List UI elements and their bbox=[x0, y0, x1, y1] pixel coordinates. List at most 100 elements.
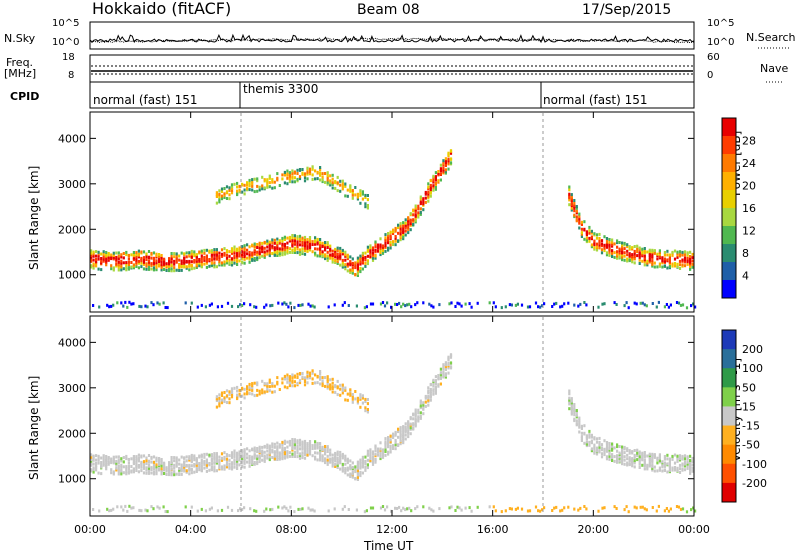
velocity-echo-cell bbox=[223, 396, 226, 400]
power-echo-cell bbox=[336, 175, 339, 179]
velocity-echo-cell bbox=[399, 428, 402, 432]
power-echo-cell bbox=[449, 157, 453, 161]
velocity-echo-cell bbox=[158, 506, 161, 510]
velocity-echo-cell bbox=[135, 461, 138, 465]
velocity-echo-cell bbox=[298, 441, 302, 445]
nsky-panel-frame bbox=[89, 21, 695, 50]
velocity-echo-cell bbox=[344, 457, 347, 461]
velocity-echo-cell bbox=[366, 466, 369, 470]
velocity-echo-cell bbox=[409, 422, 412, 426]
power-echo-cell bbox=[210, 249, 213, 253]
velocity-echo-cell bbox=[588, 443, 591, 447]
power-echo-cell bbox=[402, 235, 405, 239]
power-echo-cell bbox=[402, 224, 405, 228]
power-echo-cell bbox=[447, 162, 450, 166]
velocity-echo-cell bbox=[164, 510, 167, 513]
power-echo-cell bbox=[210, 302, 213, 306]
power-echo-cell bbox=[190, 252, 193, 256]
velocity-echo-cell bbox=[516, 506, 519, 510]
power-echo-cell bbox=[414, 206, 417, 210]
power-echo-cell bbox=[570, 203, 573, 206]
velocity-echo-cell bbox=[434, 375, 437, 379]
power-echo-cell bbox=[683, 250, 687, 254]
velocity-echo-cell bbox=[314, 451, 317, 455]
velocity-echo-cell bbox=[623, 462, 626, 466]
power-echo-cell bbox=[645, 304, 648, 308]
power-echo-cell bbox=[241, 255, 244, 258]
velocity-echo-cell bbox=[621, 457, 624, 461]
power-echo-cell bbox=[152, 266, 156, 270]
power-echo-cell bbox=[389, 246, 392, 250]
power-echo-cell bbox=[298, 248, 302, 252]
power-echo-cell bbox=[296, 237, 299, 241]
velocity-echo-cell bbox=[314, 381, 317, 385]
velocity-echo-cell bbox=[263, 450, 266, 454]
velocity-echo-cell bbox=[651, 454, 654, 458]
velocity-echo-cell bbox=[314, 457, 317, 461]
velocity-echo-cell bbox=[236, 467, 239, 470]
power-echo-cell bbox=[621, 243, 624, 247]
x-tick-label: 20:00 bbox=[577, 523, 609, 536]
power-echo-cell bbox=[329, 174, 332, 178]
velocity-echo-cell bbox=[180, 472, 183, 476]
velocity-echo-cell bbox=[409, 432, 412, 436]
power-echo-cell bbox=[92, 254, 95, 258]
power-echo-cell bbox=[203, 262, 206, 266]
power-echo-cell bbox=[225, 197, 229, 200]
power-echo-cell bbox=[296, 168, 299, 172]
velocity-echo-cell bbox=[628, 462, 631, 466]
power-echo-cell bbox=[422, 197, 425, 201]
power-echo-cell bbox=[326, 250, 329, 254]
velocity-echo-cell bbox=[579, 506, 582, 510]
power-echo-cell bbox=[163, 262, 166, 266]
velocity-echo-cell bbox=[404, 433, 407, 437]
power-echo-cell bbox=[200, 249, 203, 253]
power-echo-cell bbox=[92, 266, 95, 270]
velocity-echo-cell bbox=[628, 456, 631, 460]
velocity-echo-cell bbox=[676, 469, 679, 473]
power-echo-cell bbox=[590, 245, 593, 249]
velocity-echo-cell bbox=[667, 509, 670, 513]
velocity-echo-cell bbox=[628, 458, 631, 462]
power-echo-cell bbox=[458, 302, 461, 306]
power-echo-cell bbox=[128, 300, 131, 304]
power-echo-cell bbox=[183, 256, 186, 260]
power-echo-cell bbox=[510, 303, 513, 307]
velocity-echo-cell bbox=[112, 472, 115, 476]
power-echo-cell bbox=[236, 189, 239, 193]
power-echo-cell bbox=[359, 266, 362, 270]
power-echo-cell bbox=[417, 204, 420, 208]
velocity-echo-cell bbox=[668, 457, 671, 461]
power-echo-cell bbox=[243, 257, 246, 261]
power-echo-cell bbox=[308, 242, 312, 246]
velocity-echo-cell bbox=[218, 393, 221, 397]
power-echo-cell bbox=[276, 250, 279, 254]
power-echo-cell bbox=[597, 305, 600, 309]
velocity-echo-cell bbox=[205, 452, 208, 456]
power-echo-cell bbox=[261, 247, 264, 251]
power-echo-cell bbox=[402, 302, 405, 306]
power-echo-cell bbox=[678, 250, 682, 254]
velocity-echo-cell bbox=[319, 447, 322, 451]
velocity-echo-cell bbox=[92, 454, 95, 458]
power-echo-cell bbox=[188, 259, 191, 263]
velocity-echo-cell bbox=[678, 457, 682, 461]
power-echo-cell bbox=[324, 253, 327, 257]
velocity-echo-cell bbox=[366, 410, 369, 414]
power-echo-cell bbox=[215, 255, 218, 259]
power-echo-cell bbox=[223, 262, 226, 266]
velocity-echo-cell bbox=[361, 401, 364, 405]
power-echo-cell bbox=[293, 234, 296, 238]
power-echo-cell bbox=[618, 251, 621, 255]
power-echo-cell bbox=[220, 304, 224, 308]
velocity-echo-cell bbox=[341, 391, 344, 395]
power-echo-cell bbox=[142, 267, 146, 271]
velocity-echo-cell bbox=[321, 448, 324, 452]
power-echo-cell bbox=[611, 252, 614, 255]
power-echo-cell bbox=[583, 227, 586, 231]
velocity-echo-cell bbox=[336, 379, 339, 383]
velocity-echo-cell bbox=[291, 384, 294, 388]
velocity-echo-cell bbox=[158, 459, 161, 463]
power-echo-cell bbox=[326, 258, 329, 262]
velocity-echo-cell bbox=[135, 469, 138, 472]
